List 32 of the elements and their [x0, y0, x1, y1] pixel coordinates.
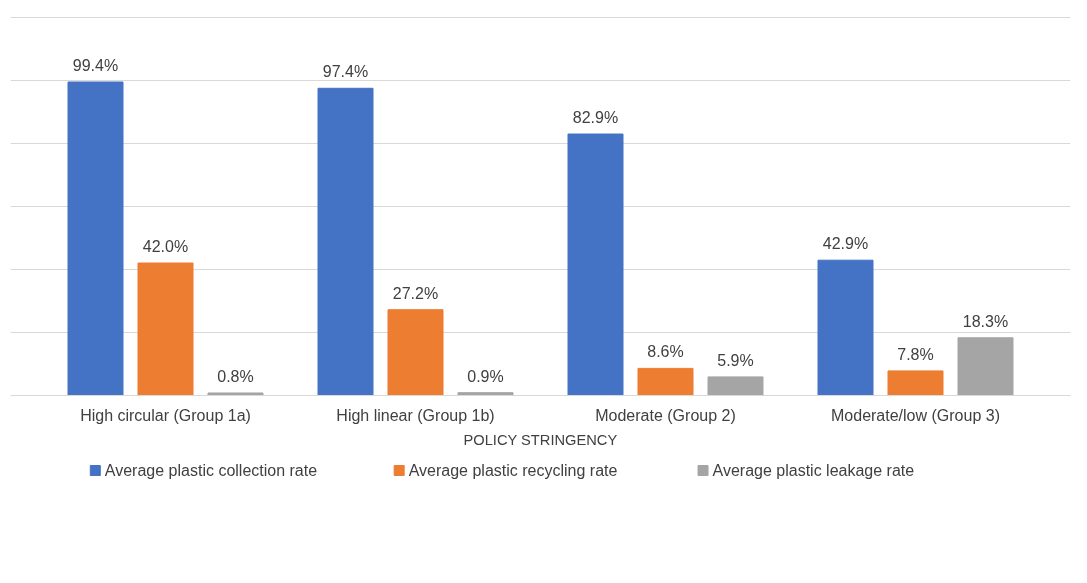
data-label: 7.8%: [897, 345, 934, 363]
x-axis-title: POLICY STRINGENCY: [463, 431, 618, 448]
legend-label: Average plastic recycling rate: [408, 462, 618, 479]
bar: [637, 367, 694, 396]
x-tick-label: High circular (Group 1a): [80, 406, 251, 424]
bar: [67, 81, 124, 396]
x-tick-label: Moderate/low (Group 3): [831, 406, 1000, 424]
bar: [207, 392, 264, 396]
bar: [817, 259, 874, 396]
bar: [957, 337, 1014, 396]
data-label: 27.2%: [392, 284, 439, 302]
bar: [317, 87, 374, 396]
data-label: 42.0%: [142, 238, 189, 256]
bar: [707, 376, 764, 396]
data-label: 82.9%: [572, 109, 619, 127]
data-label: 97.4%: [322, 63, 369, 81]
data-label: 0.8%: [217, 367, 254, 385]
x-tick-label: High linear (Group 1b): [336, 406, 495, 424]
bar: [887, 370, 944, 396]
data-label: 5.9%: [717, 351, 754, 369]
bar: [137, 262, 194, 396]
data-label: 8.6%: [647, 343, 684, 361]
data-label: 18.3%: [962, 312, 1009, 330]
data-label: 99.4%: [72, 56, 119, 74]
data-label: 0.9%: [467, 367, 504, 385]
x-tick-label: Moderate (Group 2): [595, 406, 736, 424]
bar: [387, 309, 444, 396]
bar: [457, 392, 514, 396]
bar: [567, 133, 624, 396]
legend-label: Average plastic collection rate: [104, 462, 318, 479]
data-label: 42.9%: [822, 235, 869, 253]
legend-label: Average plastic leakage rate: [712, 462, 915, 479]
